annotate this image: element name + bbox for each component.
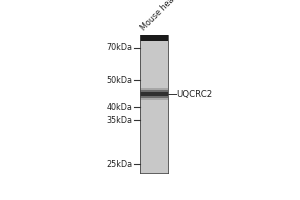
Bar bbox=[140, 35, 168, 41]
Bar bbox=[140, 90, 168, 98]
Bar bbox=[140, 92, 168, 96]
Text: UQCRC2: UQCRC2 bbox=[176, 90, 213, 99]
Bar bbox=[140, 88, 168, 100]
Bar bbox=[140, 35, 168, 173]
Text: 50kDa: 50kDa bbox=[107, 76, 133, 85]
Text: 25kDa: 25kDa bbox=[107, 160, 133, 169]
Text: 35kDa: 35kDa bbox=[107, 116, 133, 125]
Text: 70kDa: 70kDa bbox=[107, 43, 133, 52]
Text: Mouse heart: Mouse heart bbox=[139, 0, 181, 32]
Text: 40kDa: 40kDa bbox=[107, 103, 133, 112]
